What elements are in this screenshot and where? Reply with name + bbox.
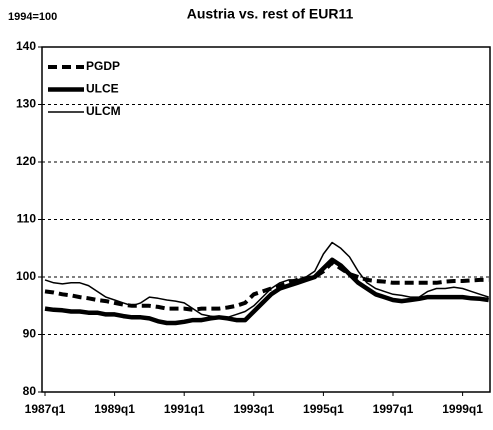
chart-title: Austria vs. rest of EUR11 — [187, 6, 354, 22]
y-tick-label: 130 — [16, 97, 36, 111]
legend-label: PGDP — [86, 59, 120, 73]
x-tick-label: 1999q1 — [442, 402, 483, 416]
series-line — [44, 260, 489, 312]
y-tick-label: 120 — [16, 154, 36, 168]
y-tick-label: 110 — [17, 212, 37, 226]
series-line — [44, 241, 489, 319]
y-tick-label: 90 — [23, 327, 37, 341]
x-tick-label: 1991q1 — [164, 402, 205, 416]
y-tick-label: 140 — [16, 39, 36, 53]
legend-label: ULCE — [86, 82, 119, 96]
y-tick-label: 80 — [23, 384, 37, 398]
x-tick-label: 1995q1 — [303, 402, 344, 416]
y-tick-label: 100 — [16, 269, 36, 283]
x-tick-label: 1993q1 — [233, 402, 274, 416]
legend-label: ULCM — [86, 104, 121, 118]
x-tick-label: 1989q1 — [94, 402, 135, 416]
series-line — [44, 257, 490, 326]
x-tick-label: 1997q1 — [373, 402, 414, 416]
subtitle: 1994=100 — [8, 11, 57, 23]
x-tick-label: 1987q1 — [25, 402, 66, 416]
